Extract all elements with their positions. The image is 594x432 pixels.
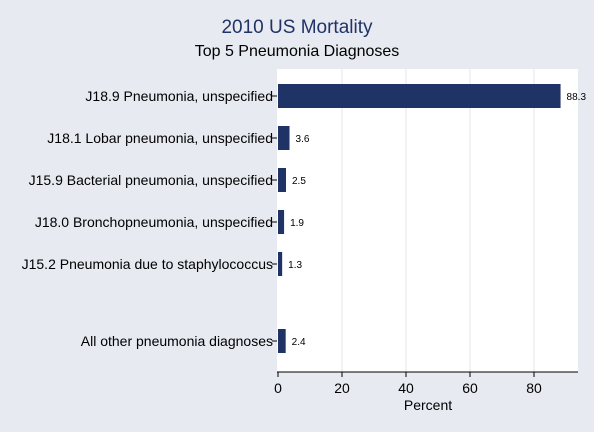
bar-value-label: 2.5 xyxy=(292,176,306,187)
category-label: All other pneumonia diagnoses xyxy=(81,333,273,349)
category-label: J15.2 Pneumonia due to staphylococcus xyxy=(22,256,273,272)
bar xyxy=(278,168,286,192)
grid-lines xyxy=(341,69,535,372)
plot-area xyxy=(277,69,578,372)
bar-value-label: 88.3 xyxy=(567,92,587,103)
bar xyxy=(278,329,286,353)
bar xyxy=(278,84,561,108)
chart-title: 2010 US Mortality xyxy=(221,17,373,38)
x-axis-title: Percent xyxy=(404,397,452,413)
bar-value-label: 3.6 xyxy=(296,134,310,145)
x-tick-label: 40 xyxy=(398,380,414,396)
chart-subtitle: Top 5 Pneumonia Diagnoses xyxy=(195,43,400,60)
category-label: J18.0 Bronchopneumonia, unspecified xyxy=(35,214,273,230)
x-tick-label: 80 xyxy=(526,380,542,396)
category-label: J18.9 Pneumonia, unspecified xyxy=(85,88,273,104)
category-label: J15.9 Bacterial pneumonia, unspecified xyxy=(29,172,273,188)
bars xyxy=(278,84,561,353)
value-labels: 88.3 3.6 2.5 1.9 1.3 2.4 xyxy=(288,92,586,348)
bar xyxy=(278,210,285,234)
x-axis-ticks: 0 20 40 60 80 xyxy=(274,372,542,396)
category-label: J18.1 Lobar pneumonia, unspecified xyxy=(47,130,273,146)
bar-value-label: 1.3 xyxy=(288,260,302,271)
bar xyxy=(278,126,290,150)
bar-value-label: 1.9 xyxy=(290,218,304,229)
x-tick-label: 0 xyxy=(274,380,282,396)
bar-value-label: 2.4 xyxy=(292,337,306,348)
x-tick-label: 20 xyxy=(334,380,350,396)
x-tick-label: 60 xyxy=(462,380,478,396)
category-labels: J18.9 Pneumonia, unspecified J18.1 Lobar … xyxy=(22,88,277,349)
bar xyxy=(278,252,283,276)
